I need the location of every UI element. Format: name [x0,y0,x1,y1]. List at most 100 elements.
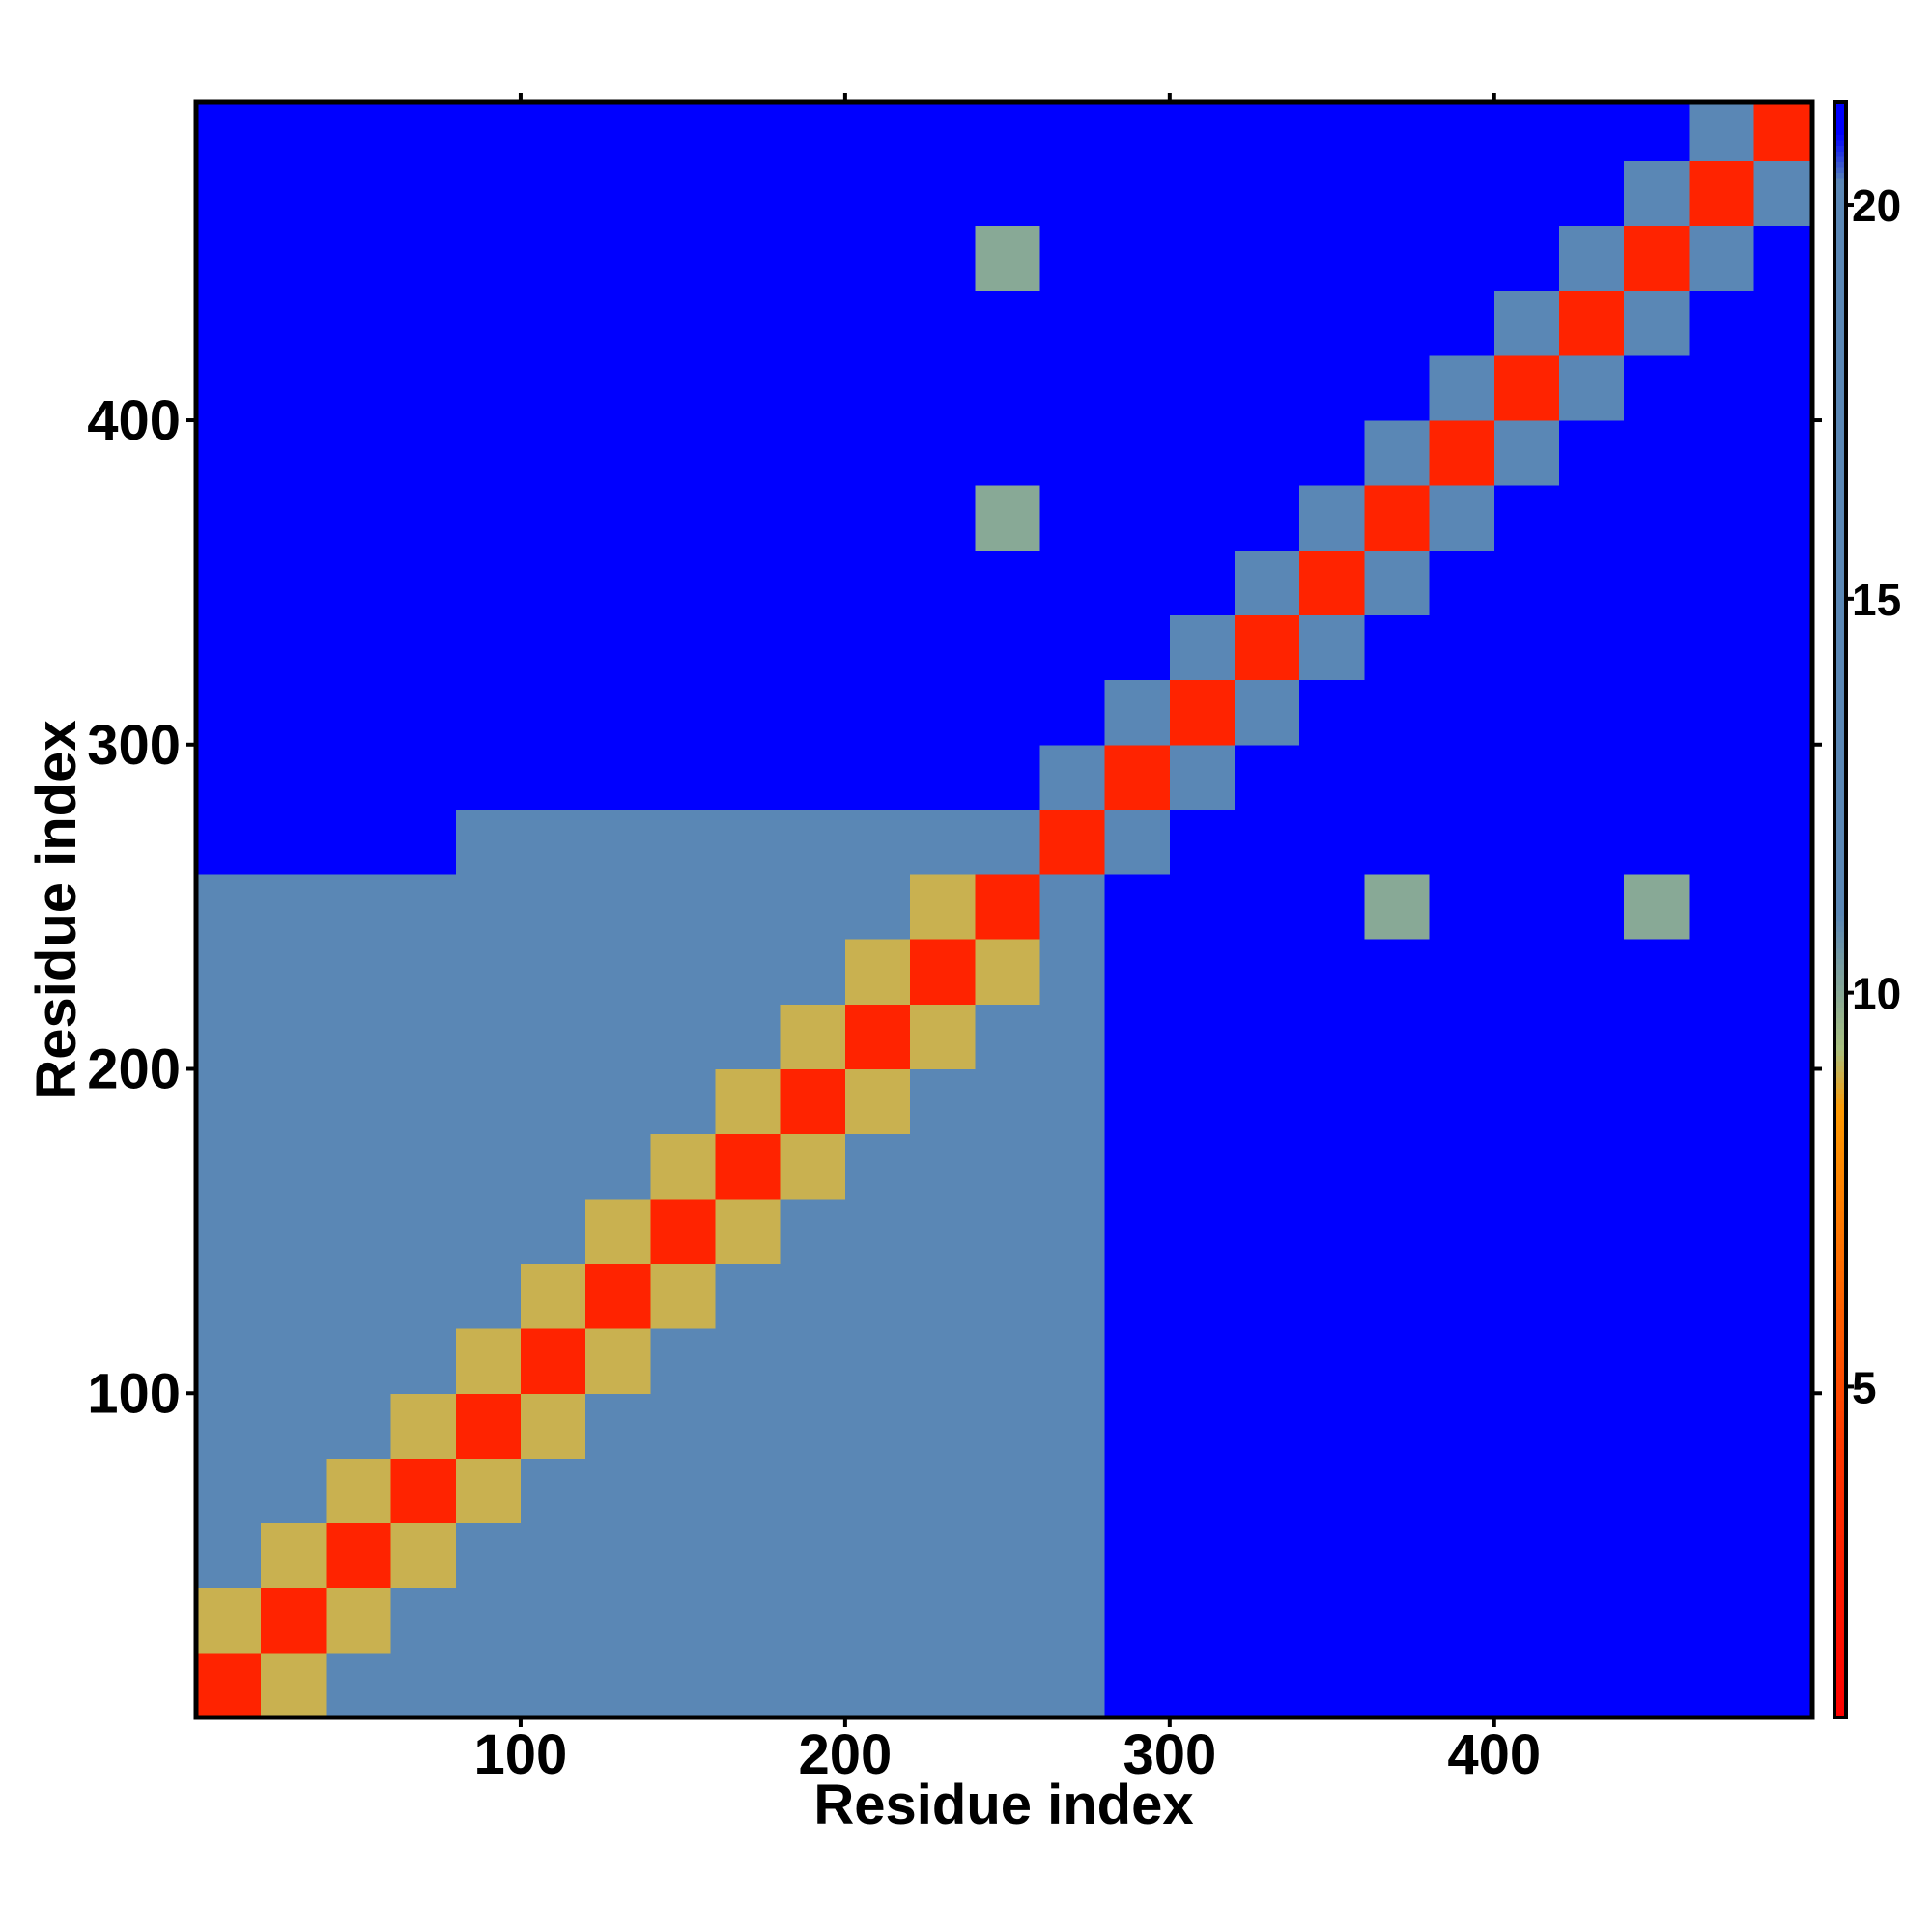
cell [1039,550,1106,615]
cell [975,1198,1040,1264]
cell [1235,160,1300,227]
cell [585,290,651,356]
cell [585,1004,651,1070]
cell [910,1587,976,1654]
colorbar-step [1834,1281,1846,1288]
colorbar-step [1834,1582,1846,1589]
cell [1624,420,1690,486]
cell [326,939,392,1005]
cell [1299,225,1365,292]
cell [975,1004,1040,1070]
colorbar-step [1834,570,1846,578]
cell [455,744,522,810]
colorbar-step [1834,517,1846,524]
colorbar-step [1834,404,1846,411]
colorbar-step [1834,258,1846,265]
cell [1364,1458,1431,1524]
cell [1558,939,1625,1005]
colorbar-step [1834,1518,1846,1524]
cell [1689,485,1755,551]
colorbar-step [1834,910,1846,917]
cell [1169,1133,1236,1200]
cell [455,1004,522,1070]
colorbar-step [1834,1701,1846,1708]
cell [844,160,911,227]
cell [780,1198,846,1264]
cell [1493,550,1560,615]
cell [585,420,651,486]
colorbar-step [1834,894,1846,900]
cell [1753,744,1812,810]
cell [520,160,586,227]
cell [1493,1068,1560,1135]
cell [910,485,976,551]
cell [1624,102,1690,161]
colorbar-step [1834,1415,1846,1423]
cell [1558,809,1625,875]
cell [650,679,717,746]
cell [1364,1068,1431,1135]
cell [261,420,327,486]
cell [520,1587,586,1654]
cell [196,1328,262,1394]
colorbar-step [1834,468,1846,475]
cell [844,1393,911,1459]
cell [1753,1133,1812,1200]
cell [1429,1587,1495,1654]
cell [585,679,651,746]
cell [261,1263,327,1329]
cell [1429,290,1495,356]
cell [1624,355,1690,421]
cell [1299,1458,1365,1524]
cell [1689,102,1755,161]
cell [455,485,522,551]
cell [1104,160,1171,227]
cell [1364,1393,1431,1459]
cell [1429,809,1495,875]
cell [261,1133,327,1200]
colorbar-step [1834,1674,1846,1681]
cell [1039,1522,1106,1589]
cell [1299,420,1365,486]
cell [585,1133,651,1200]
heatmap [196,102,1812,1718]
cell [1558,744,1625,810]
cell [390,744,457,810]
colorbar-step [1834,506,1846,513]
colorbar-step [1834,753,1846,760]
colorbar-step [1834,748,1846,754]
cell [261,1004,327,1070]
cell [910,225,976,292]
cell [585,355,651,421]
cell [975,1263,1040,1329]
colorbar-step [1834,1206,1846,1212]
cell [390,1393,457,1459]
colorbar-step [1834,253,1846,260]
cell [1558,679,1625,746]
cell [1104,1458,1171,1524]
cell [326,420,392,486]
cell [975,420,1040,486]
cell [1689,679,1755,746]
cell [1299,1587,1365,1654]
cell [1235,1328,1300,1394]
colorbar-step [1834,1604,1846,1611]
cell [1169,550,1236,615]
cell [1429,1393,1495,1459]
cell [780,1004,846,1070]
cell [780,1263,846,1329]
colorbar-step [1834,409,1846,415]
colorbar-step [1834,1679,1846,1687]
cell [1624,874,1690,940]
cell [1364,1587,1431,1654]
cell [844,809,911,875]
colorbar-step [1834,1007,1846,1013]
colorbar-step [1834,1287,1846,1293]
cell [1493,1263,1560,1329]
cell [1429,874,1495,940]
colorbar-step [1834,366,1846,373]
colorbar-step [1834,1302,1846,1310]
cell [1624,744,1690,810]
cell [715,744,781,810]
cell [1169,874,1236,940]
